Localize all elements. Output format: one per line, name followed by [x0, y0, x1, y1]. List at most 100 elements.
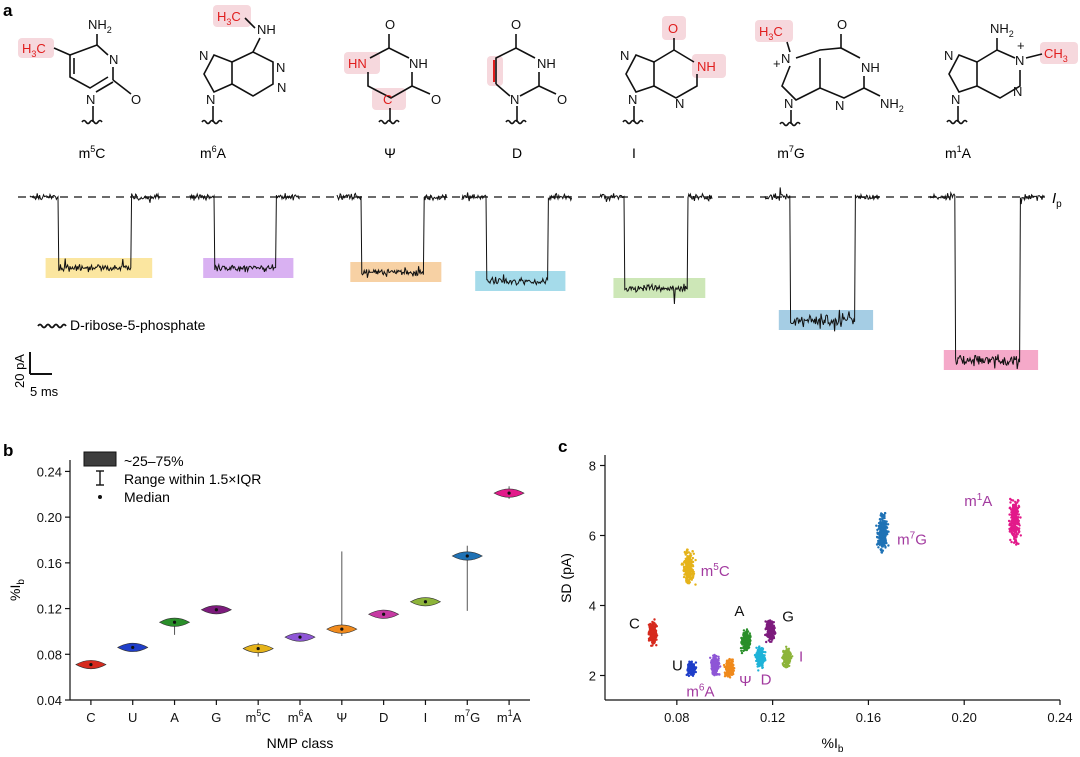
scatter-point: [878, 524, 881, 528]
ribose-legend-symbol: [37, 323, 67, 329]
scatter-point: [727, 665, 731, 668]
atom-nh: NH: [537, 56, 556, 71]
structure-i: O NH N N N: [620, 16, 726, 125]
scatter-point: [884, 522, 887, 525]
structure-label-m7g: m7G: [777, 144, 805, 161]
y-tick-label: 0.12: [37, 602, 62, 617]
scatter-point: [1010, 530, 1013, 534]
scatter-point: [727, 659, 731, 662]
scatter-point: [690, 558, 693, 562]
structure-m1a: NH2 + N CH3 N N N: [944, 21, 1078, 125]
highlight-methyl: [18, 38, 54, 58]
scatter-point: [685, 561, 689, 564]
scatter-point: [883, 514, 886, 518]
x-tick-label: 0.16: [856, 710, 881, 725]
legend-median-label: Median: [124, 489, 170, 505]
scatter-point: [772, 621, 775, 624]
scatter-point: [713, 674, 716, 677]
scatter-point: [1015, 513, 1018, 516]
current-trace: [336, 192, 448, 278]
scatter-point: [1007, 519, 1011, 523]
scatter-point: [687, 573, 690, 576]
cluster-label: D: [761, 671, 772, 688]
scatter-point: [1017, 529, 1020, 532]
scatter-point: [653, 626, 657, 629]
scatter-point: [745, 636, 749, 639]
scatter-point: [691, 560, 695, 564]
scatter-point: [884, 538, 887, 541]
scatter-point: [755, 646, 758, 649]
structure-m7g: H3C + N O NH NH2 N N: [755, 17, 904, 127]
scatter-point: [709, 656, 712, 659]
scatter-point: [728, 673, 731, 677]
atom-n: N: [86, 92, 95, 107]
scatter-point: [880, 541, 883, 545]
scatter-point: [880, 545, 884, 548]
scatter-point: [745, 631, 749, 634]
scatter-point: [723, 671, 727, 674]
scatter-point: [1013, 537, 1016, 541]
atom-n: N: [781, 51, 790, 66]
scatter-point: [769, 631, 772, 634]
atom-nh2: NH2: [990, 21, 1014, 39]
scatter-point: [762, 655, 765, 658]
x-tick-label: Ψ: [336, 710, 347, 725]
scatter-point: [690, 573, 693, 576]
highlight-nh: [692, 54, 726, 78]
scatter-point: [1012, 513, 1015, 517]
scatter-point: [692, 575, 695, 578]
scatter-point: [882, 523, 886, 527]
scatter-point: [680, 563, 683, 566]
current-trace: [189, 192, 300, 274]
scatter-point: [758, 647, 761, 651]
x-tick-label: G: [211, 710, 221, 725]
scatter-point: [740, 636, 743, 640]
scatter-point: [651, 625, 655, 628]
scatter-point: [786, 657, 789, 660]
scatter-point: [786, 652, 789, 655]
violin-median: [382, 612, 386, 616]
atom-nh: NH: [257, 22, 276, 37]
scatter-point: [1019, 534, 1022, 537]
scatter-point: [745, 648, 748, 652]
highlight-methyl: [213, 5, 251, 27]
scatter-point: [685, 563, 689, 566]
scatter-point: [743, 642, 747, 645]
scatter-point: [713, 667, 716, 670]
scatter-point: [1011, 528, 1014, 532]
scatter-point: [730, 665, 733, 668]
scatter-cluster: [685, 660, 698, 678]
scatter-point: [687, 665, 690, 669]
scatter-point: [764, 651, 767, 654]
scatter-point: [739, 646, 743, 650]
scatter-point: [686, 579, 689, 582]
atom-hn: HN: [348, 56, 367, 71]
scatter-point: [756, 648, 760, 651]
scatter-point: [755, 652, 758, 655]
scatter-point: [771, 636, 775, 639]
scatter-point: [882, 533, 886, 536]
violin-median: [423, 600, 428, 604]
scatter-point: [688, 576, 691, 579]
y-tick-label: 6: [589, 529, 596, 544]
scatter-point: [742, 640, 745, 643]
atom-nh2: NH2: [88, 17, 112, 35]
scatter-point: [684, 557, 687, 560]
cluster-label: m1A: [964, 492, 992, 510]
scatter-point: [884, 520, 887, 523]
atom-n: N: [1015, 53, 1024, 68]
scatter-point: [715, 668, 718, 672]
scatter-point: [877, 521, 881, 525]
atom-n: N: [510, 92, 519, 107]
x-tick-label: C: [86, 710, 95, 725]
scatter-point: [757, 664, 760, 667]
atom-nh: NH: [697, 59, 716, 74]
scatter-point: [1011, 509, 1014, 513]
scatter-point: [1014, 502, 1018, 506]
x-tick-label: 0.12: [760, 710, 785, 725]
scatter-point: [655, 644, 658, 647]
scatter-point: [883, 544, 886, 547]
scatter-point: [765, 633, 768, 636]
scatter-point: [769, 627, 772, 631]
